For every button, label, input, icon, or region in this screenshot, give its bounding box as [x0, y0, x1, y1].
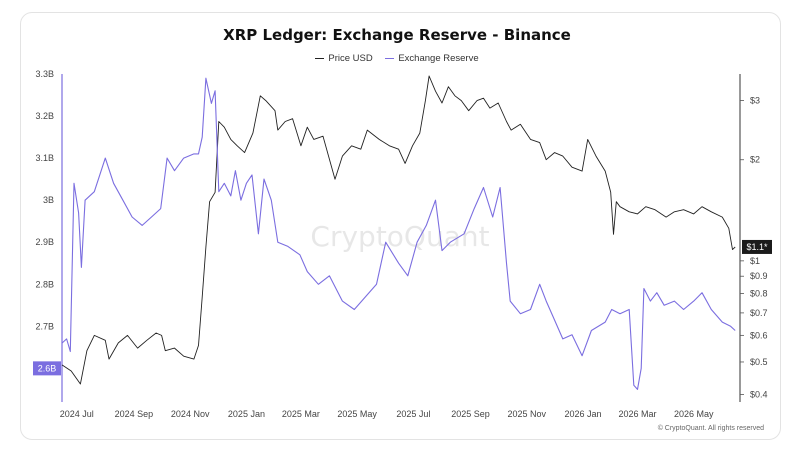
x-tick-label: 2026 May — [674, 409, 714, 419]
plot-axes — [61, 74, 741, 402]
x-tick-label: 2025 Sep — [451, 409, 490, 419]
x-tick-label: 2024 Jul — [60, 409, 94, 419]
chart-legend: Price USD Exchange Reserve — [0, 51, 794, 64]
legend-label-reserve: Exchange Reserve — [398, 53, 479, 64]
series-line-price — [61, 75, 736, 385]
left-tick-label: 2.7B — [35, 321, 54, 331]
legend-item-price[interactable]: Price USD — [315, 53, 373, 64]
series-line-exchange-reserve — [61, 77, 736, 390]
right-tick-label: $3 — [750, 96, 760, 106]
left-tick-label: 2.9B — [35, 237, 54, 247]
right-tick-label: $0.4 — [750, 390, 768, 400]
chart-title: XRP Ledger: Exchange Reserve - Binance — [223, 26, 571, 44]
reserve-value-badge-label: 2.6B — [38, 363, 57, 373]
x-tick-label: 2026 Jan — [565, 409, 602, 419]
x-tick-label: 2025 Mar — [282, 409, 320, 419]
left-tick-label: 3.1B — [35, 153, 54, 163]
right-tick-label: $2 — [750, 155, 760, 165]
right-tick-label: $0.6 — [750, 330, 768, 340]
plot-series — [61, 75, 736, 390]
watermark-text: CryptoQuant — [310, 220, 489, 253]
right-tick-label: $0.9 — [750, 271, 768, 281]
chart-card — [20, 12, 781, 440]
right-tick-label: $0.8 — [750, 288, 768, 298]
left-tick-label: 2.8B — [35, 279, 54, 289]
x-tick-label: 2026 Mar — [618, 409, 656, 419]
plot-ticks: 3.3B 3.2B 3.1B 3B 2.9B 2.8B 2.7B $3 $2 $1 $0.9 $0.8… — [35, 69, 767, 419]
x-tick-label: 2025 Jan — [228, 409, 265, 419]
copyright-text: © CryptoQuant. All rights reserved — [658, 424, 764, 432]
legend-label-price: Price USD — [328, 53, 373, 64]
left-tick-label: 3.3B — [35, 69, 54, 79]
legend-swatch-price — [315, 58, 325, 59]
reserve-value-badge — [33, 361, 61, 376]
right-tick-label: $1 — [750, 256, 760, 266]
price-value-badge-label: $1.1* — [746, 242, 768, 252]
left-tick-label: 3.2B — [35, 111, 54, 121]
x-tick-label: 2024 Nov — [171, 409, 210, 419]
x-tick-label: 2025 Nov — [508, 409, 547, 419]
price-value-badge — [742, 239, 772, 254]
right-tick-label: $0.5 — [750, 357, 768, 367]
legend-item-reserve[interactable]: Exchange Reserve — [385, 53, 479, 64]
right-tick-label: $0.7 — [750, 308, 768, 318]
x-tick-label: 2025 May — [337, 409, 377, 419]
legend-swatch-reserve — [385, 58, 395, 59]
left-tick-label: 3B — [43, 195, 54, 205]
x-tick-label: 2024 Sep — [115, 409, 154, 419]
x-tick-label: 2025 Jul — [396, 409, 430, 419]
plot-badges: 2.6B $1.1* — [33, 239, 772, 376]
